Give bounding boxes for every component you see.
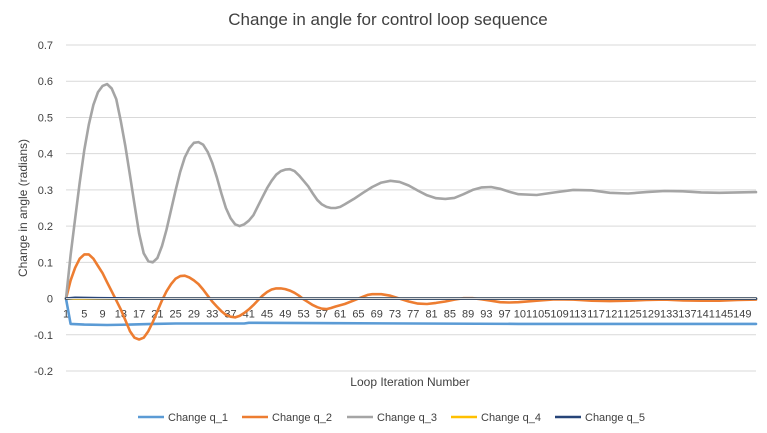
x-tick-label: 25 [170,309,182,321]
x-tick-label: 141 [697,309,715,321]
legend-item: Change q_1 [138,412,228,424]
x-tick-label: 9 [99,309,105,321]
x-tick-label: 33 [206,309,218,321]
legend-item: Change q_5 [555,412,645,424]
y-axis-ticks: 0.7 0.6 0.5 0.4 0.3 0.2 0.1 0 -0.1 -0.2 [34,40,53,378]
y-axis-label: Change in angle (radians) [16,139,30,277]
x-tick-label: 93 [480,309,492,321]
y-tick-label: 0 [47,294,53,306]
y-tick-label: 0.6 [38,76,53,88]
x-tick-label: 89 [462,309,474,321]
x-tick-label: 53 [297,309,309,321]
legend-item: Change q_4 [451,412,541,424]
x-tick-label: 1 [63,309,69,321]
x-tick-label: 121 [605,309,623,321]
y-tick-label: 0.1 [38,257,53,269]
gridlines [66,44,756,372]
x-tick-label: 105 [532,309,550,321]
x-tick-label: 29 [188,309,200,321]
series-line [64,297,758,327]
series-lines [64,82,758,341]
x-tick-label: 137 [678,309,696,321]
x-tick-label: 45 [261,309,273,321]
x-tick-label: 49 [279,309,291,321]
x-tick-label: 97 [499,309,511,321]
series-line [64,82,758,300]
x-tick-label: 149 [733,309,751,321]
x-tick-label: 77 [407,309,419,321]
legend-label: Change q_1 [168,412,228,424]
chart-title: Change in angle for control loop sequenc… [228,10,547,29]
y-tick-label: 0.5 [38,112,53,124]
y-tick-label: 0.3 [38,185,53,197]
y-tick-label: 0.7 [38,40,53,52]
y-tick-label: 0.4 [38,149,53,161]
x-tick-label: 85 [444,309,456,321]
legend-label: Change q_5 [585,412,645,424]
x-tick-label: 73 [389,309,401,321]
legend-item: Change q_3 [347,412,437,424]
x-tick-label: 61 [334,309,346,321]
x-tick-label: 101 [514,309,532,321]
x-tick-label: 129 [642,309,660,321]
legend-item: Change q_2 [242,412,332,424]
x-tick-label: 113 [569,309,587,321]
x-tick-label: 17 [133,309,145,321]
x-tick-label: 125 [623,309,641,321]
x-tick-label: 109 [550,309,568,321]
x-tick-label: 81 [425,309,437,321]
series-line [64,253,758,341]
x-tick-label: 117 [587,309,605,321]
x-tick-label: 145 [715,309,733,321]
y-tick-label: 0.2 [38,221,53,233]
y-tick-label: -0.2 [34,366,53,378]
x-axis-ticks: 1 5 9 13 17 21 25 29 33 37 41 45 49 53 57 61 65 69 73 77 81 8… [63,309,752,321]
x-tick-label: 69 [371,309,383,321]
legend: Change q_1 Change q_2 Change q_3 Change q_4… [138,412,645,424]
legend-label: Change q_3 [377,412,437,424]
x-tick-label: 57 [316,309,328,321]
x-tick-label: 133 [660,309,678,321]
legend-label: Change q_4 [481,412,541,424]
x-tick-label: 65 [352,309,364,321]
x-tick-label: 5 [81,309,87,321]
legend-label: Change q_2 [272,412,332,424]
x-axis-label: Loop Iteration Number [350,375,469,389]
y-tick-label: -0.1 [34,330,53,342]
